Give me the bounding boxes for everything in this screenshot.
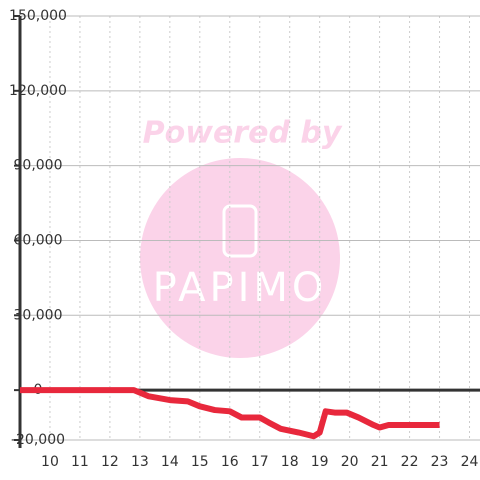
x-tick-label: 13 [131,454,149,470]
x-tick-label: 17 [251,454,269,470]
x-tick-label: 10 [41,454,59,470]
x-tick-label: 24 [461,454,479,470]
y-tick-label: 60,000 [14,232,63,248]
x-tick-label: 20 [341,454,359,470]
x-tick-label: 11 [71,454,89,470]
x-tick-label: 12 [101,454,119,470]
watermark-text: Powered by [143,116,343,151]
x-tick-label: 18 [281,454,299,470]
watermark-icon [222,204,258,258]
y-tick-label: 150,000 [9,8,67,24]
x-tick-label: 21 [371,454,389,470]
x-tick-label: 19 [311,454,329,470]
line [20,387,440,440]
x-tick-label: 15 [191,454,209,470]
x-tick-label: 14 [161,454,179,470]
x-tick-label: 23 [431,454,449,470]
x-tick-label: 22 [401,454,419,470]
watermark: Powered by PAPIMO [140,116,343,358]
watermark-text: PAPIMO [153,265,328,311]
y-tick-label: -20,000 [11,432,65,448]
y-tick-label: 30,000 [14,307,63,323]
x-tick-label: 16 [221,454,239,470]
y-tick-label: 90,000 [14,158,63,174]
y-tick-label: 120,000 [9,83,67,99]
